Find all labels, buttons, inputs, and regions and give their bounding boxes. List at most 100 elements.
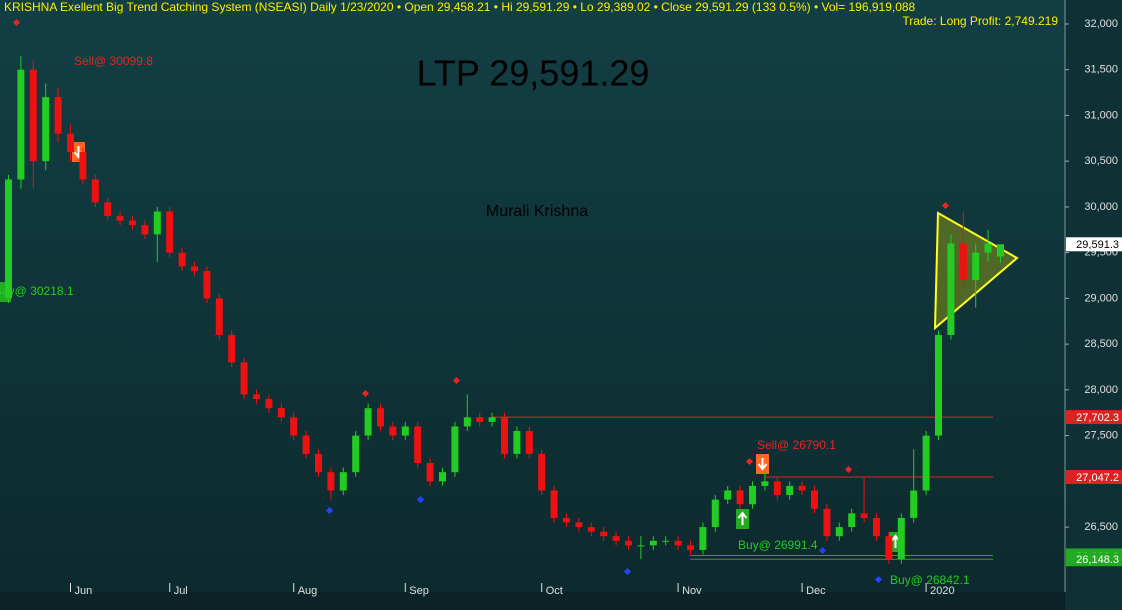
candle-body: [302, 435, 310, 454]
price-tag: [1066, 410, 1122, 425]
candle-body: [823, 508, 831, 537]
candle-body: [699, 527, 707, 550]
candle-body: [674, 540, 682, 546]
candle-body: [451, 426, 459, 473]
candle-body: [637, 545, 645, 547]
candle-body: [463, 417, 471, 427]
candle-body: [5, 179, 12, 299]
candle-body: [352, 435, 360, 473]
candle-body: [153, 211, 161, 235]
candle-body: [811, 490, 818, 509]
candle-body: [835, 527, 843, 537]
candle-body: [104, 202, 112, 217]
candle-body: [625, 540, 632, 546]
high-markers: [12, 18, 950, 474]
candle-body: [860, 513, 868, 518]
candle-body: [439, 472, 446, 482]
y-tick-label: 29,000: [1084, 292, 1118, 304]
plot-background: [0, 0, 1065, 592]
candle-body: [972, 252, 980, 281]
candle-body: [315, 453, 322, 473]
y-tick-label: 28,000: [1084, 384, 1118, 396]
signal-label: Sell@ 26790.1: [757, 438, 836, 452]
candle-body: [327, 472, 335, 491]
candle-body: [17, 69, 25, 180]
candle-body: [600, 531, 608, 537]
candle-body: [265, 399, 273, 409]
candle-body: [773, 481, 781, 496]
candle-body: [67, 133, 74, 153]
candle-body: [79, 152, 87, 180]
candle-body: [116, 216, 124, 221]
candle-body: [203, 270, 211, 299]
candle-body: [947, 243, 955, 335]
candle-body: [290, 417, 298, 436]
y-tick-label: 28,500: [1084, 338, 1118, 350]
candle-body: [873, 517, 880, 537]
candle-body: [426, 463, 434, 482]
price-tag-label: 27,702.3: [1076, 412, 1119, 424]
y-tick-label: 30,000: [1084, 201, 1118, 213]
x-tick-label: Jun: [75, 585, 93, 597]
x-tick-label: Nov: [682, 585, 702, 597]
time-axis-background: [0, 592, 1065, 610]
candle-body: [141, 225, 149, 235]
signal-label: Sell@ 30099.8: [74, 54, 153, 68]
signal-label: Buy@ 30218.1: [0, 284, 74, 298]
candle-body: [513, 431, 521, 454]
trade-info: Trade: Long Profit: 2,749.219: [902, 14, 1058, 28]
candle-body: [178, 252, 186, 267]
candle-body: [612, 536, 620, 541]
x-tick-label: Aug: [298, 585, 318, 597]
y-tick-label: 26,500: [1084, 521, 1118, 533]
axis-background: [1065, 0, 1122, 610]
candle-body: [364, 408, 372, 436]
candle-body: [724, 490, 732, 500]
candle-body: [563, 517, 570, 523]
candle-body: [215, 298, 223, 335]
candle-body: [339, 472, 347, 491]
signal-label: Buy@ 26991.4: [738, 538, 818, 552]
candle-body: [525, 431, 533, 454]
candle-body: [935, 334, 942, 436]
candle-body: [91, 179, 99, 203]
candle-body: [191, 266, 198, 271]
candle-body: [687, 545, 694, 550]
candle-body: [984, 243, 992, 253]
candle-body: [501, 417, 508, 454]
candle-body: [885, 536, 893, 560]
candle-body: [129, 220, 136, 226]
price-tag: [1066, 552, 1122, 567]
y-tick-label: 27,500: [1084, 430, 1118, 442]
candle-body: [42, 97, 50, 162]
x-tick-label: Jul: [174, 585, 188, 597]
chart-header: KRISHNA Exellent Big Trend Catching Syst…: [4, 0, 916, 14]
candle-body: [414, 426, 422, 464]
y-tick-label: 30,500: [1084, 155, 1118, 167]
candle-body: [29, 69, 37, 162]
candle-body: [910, 490, 918, 518]
candle-body: [377, 408, 384, 427]
candle-body: [550, 490, 558, 518]
candle-body: [848, 513, 856, 528]
x-tick-label: Sep: [409, 585, 429, 597]
signal-label: Buy@ 26842.1: [890, 573, 970, 587]
y-tick-label: 31,500: [1084, 64, 1118, 76]
candle-body: [476, 417, 484, 422]
price-tag-label: 27,047.2: [1076, 472, 1119, 484]
candle-body: [401, 426, 409, 436]
candle-body: [736, 490, 744, 505]
candle-body: [253, 394, 260, 400]
y-tick-label: 31,000: [1084, 109, 1118, 121]
candle-body: [54, 97, 62, 134]
price-tag: [1066, 470, 1122, 485]
price-tag: [1066, 237, 1122, 252]
ltp: LTP 29,591.29: [417, 53, 650, 94]
candles: [5, 55, 1004, 564]
candle-body: [997, 244, 1004, 257]
candle-body: [922, 435, 930, 491]
candle-body: [749, 485, 756, 505]
price-tag-label: 26,148.3: [1076, 554, 1119, 566]
